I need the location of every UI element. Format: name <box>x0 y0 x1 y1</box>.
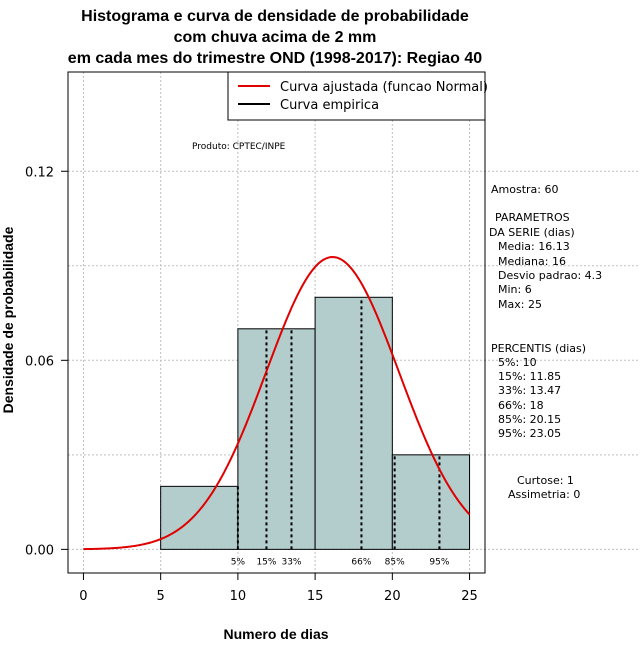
histogram-bar-1 <box>237 328 316 550</box>
x-axis-label: Numero de dias <box>223 626 328 642</box>
percentile-label-0: 5% <box>231 557 246 567</box>
percentile-66: 66%: 18 <box>498 399 544 412</box>
stat-median: Mediana: 16 <box>498 255 566 268</box>
x-tick-label-3: 15 <box>307 589 324 604</box>
y-tick-label-1: 0.06 <box>25 354 54 369</box>
parameters-title-1: PARAMETROS <box>495 211 570 224</box>
x-tick-label-2: 10 <box>230 589 247 604</box>
product-annotation: Produto: CPTEC/INPE <box>192 142 286 152</box>
histogram-bars <box>160 296 471 550</box>
y-axis-label: Densidade de probabilidade <box>0 226 16 413</box>
percentile-label-2: 33% <box>281 557 301 567</box>
percentile-85: 85%: 20.15 <box>498 413 561 426</box>
kurtosis: Curtose: 1 <box>517 474 574 487</box>
percentile-33: 33%: 13.47 <box>498 384 561 397</box>
stat-mean: Media: 16.13 <box>498 240 570 253</box>
percentile-95: 95%: 23.05 <box>498 427 561 440</box>
stat-sd: Desvio padrao: 4.3 <box>498 269 602 282</box>
stat-min: Min: 6 <box>498 283 532 296</box>
histogram-bar-3 <box>391 454 471 550</box>
y-tick-label-2: 0.12 <box>25 165 54 180</box>
legend-label-empirical: Curva empirica <box>280 98 379 113</box>
stat-max: Max: 25 <box>498 298 542 311</box>
legend-box <box>227 71 486 121</box>
skewness: Assimetria: 0 <box>508 488 580 501</box>
x-tick-label-5: 25 <box>461 589 478 604</box>
percentile-5: 5%: 10 <box>498 356 537 369</box>
statistics-panel: Amostra: 60 PARAMETROS DA SERIE (dias) M… <box>489 183 602 501</box>
percentile-label-3: 66% <box>351 557 371 567</box>
histogram-bar-0 <box>160 485 239 550</box>
percentile-label-1: 15% <box>256 557 276 567</box>
normal-curve <box>83 256 471 551</box>
legend-label-fitted: Curva ajustada (funcao Normal) <box>280 80 488 95</box>
sample-size: Amostra: 60 <box>491 183 558 196</box>
chart-title-line-1: Histograma e curva de densidade de proba… <box>81 8 469 25</box>
histogram-bar-2 <box>314 296 393 550</box>
percentile-label-4: 85% <box>385 557 405 567</box>
x-tick-label-0: 0 <box>79 589 87 604</box>
percentile-label-5: 95% <box>429 557 449 567</box>
chart-title-line-2: com chuva acima de 2 mm <box>174 29 377 46</box>
x-tick-label-4: 20 <box>384 589 401 604</box>
parameters-title-2: DA SERIE (dias) <box>489 226 575 239</box>
y-tick-label-0: 0.00 <box>25 543 54 558</box>
chart-title-line-3: em cada mes do trimestre OND (1998-2017)… <box>68 50 483 67</box>
x-tick-label-1: 5 <box>157 589 165 604</box>
normal-curve-layer <box>83 256 471 551</box>
axis-ticks: 0 5 10 15 20 25 0.00 0.06 0.12 <box>25 165 478 604</box>
legend: Curva ajustada (funcao Normal) Curva emp… <box>227 71 488 121</box>
percentiles-title: PERCENTIS (dias) <box>491 342 586 355</box>
percentile-15: 15%: 11.85 <box>498 370 561 383</box>
